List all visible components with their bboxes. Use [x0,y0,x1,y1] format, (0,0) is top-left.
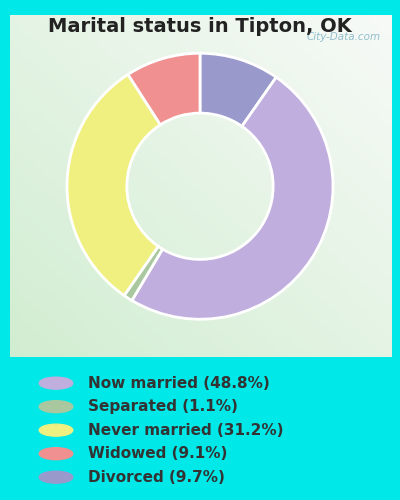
Text: City-Data.com: City-Data.com [306,32,380,42]
Wedge shape [128,53,200,125]
Text: Separated (1.1%): Separated (1.1%) [88,399,238,414]
Wedge shape [200,53,276,127]
Text: Now married (48.8%): Now married (48.8%) [88,376,270,390]
Text: Divorced (9.7%): Divorced (9.7%) [88,470,225,484]
Text: Widowed (9.1%): Widowed (9.1%) [88,446,227,461]
Wedge shape [124,246,162,300]
Wedge shape [67,74,160,296]
Circle shape [39,377,73,389]
Circle shape [39,471,73,483]
Wedge shape [132,77,333,319]
Text: Marital status in Tipton, OK: Marital status in Tipton, OK [48,18,352,36]
Circle shape [39,448,73,460]
Circle shape [39,424,73,436]
Circle shape [39,400,73,412]
Text: Never married (31.2%): Never married (31.2%) [88,422,284,438]
